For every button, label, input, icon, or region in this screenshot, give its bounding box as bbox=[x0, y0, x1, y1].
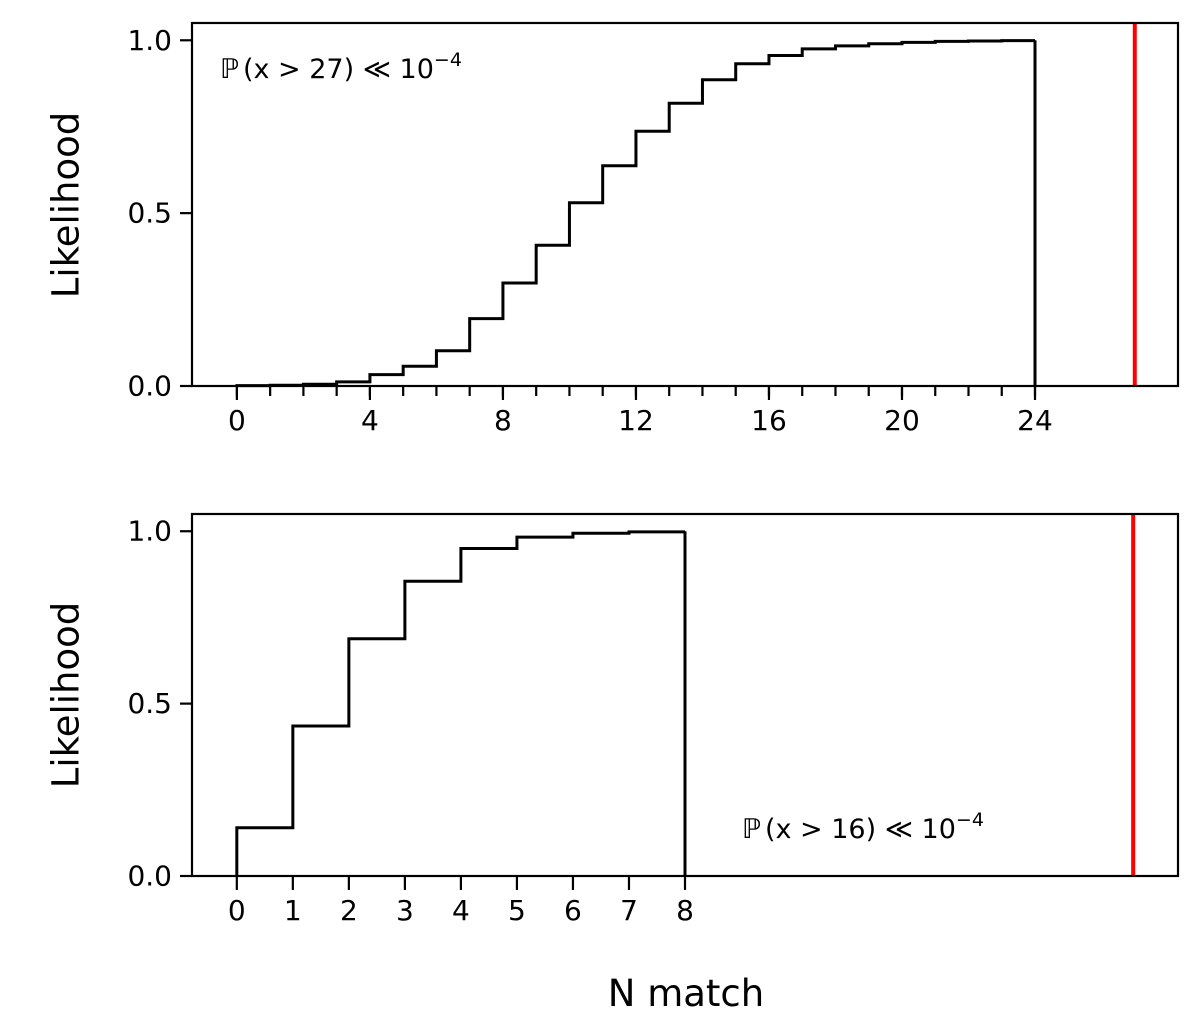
bottom-annotation-body: (x > 16) ≪ 10 bbox=[765, 814, 956, 845]
top-x-tick-label: 16 bbox=[751, 404, 787, 437]
bottom-axes-frame bbox=[190, 512, 1180, 878]
top-y-tick-label: 1.0 bbox=[127, 24, 172, 57]
top-y-tick-label: 0.0 bbox=[127, 370, 172, 403]
bottom-x-tick-label: 5 bbox=[508, 894, 526, 927]
top-cumulative-step-line bbox=[235, 39, 1037, 388]
bottom-y-tick-label: 1.0 bbox=[127, 515, 172, 548]
top-x-tick-label: 24 bbox=[1017, 404, 1053, 437]
bottom-x-tick-label: 0 bbox=[228, 894, 246, 927]
top-x-tick-label: 8 bbox=[494, 404, 512, 437]
top-x-tick-label: 4 bbox=[361, 404, 379, 437]
bottom-tick-layer: 0.0 0.5 1.0 0 1 2 3 4 5 6 7 8 bbox=[127, 515, 693, 927]
top-x-tick-label: 12 bbox=[618, 404, 654, 437]
x-axis-title: N match bbox=[608, 972, 764, 1015]
bottom-x-tick-label: 7 bbox=[620, 894, 638, 927]
bottom-x-tick-label: 2 bbox=[340, 894, 358, 927]
bottom-x-tick-label: 8 bbox=[676, 894, 694, 927]
top-axes-frame bbox=[190, 21, 1180, 388]
top-probability-annotation: ℙ (x > 27) ≪ 10−4 bbox=[220, 49, 462, 85]
bottom-annotation-prefix: ℙ bbox=[742, 814, 761, 845]
top-panel: Likelihood 0.0 0.5 1.0 0 4 8 12 16 20 24 ℙ (x > 27… bbox=[45, 21, 1180, 437]
bottom-x-tick-label: 4 bbox=[452, 894, 470, 927]
bottom-x-tick-label: 1 bbox=[284, 894, 302, 927]
top-annotation-exponent: −4 bbox=[434, 49, 462, 71]
top-annotation-body: (x > 27) ≪ 10 bbox=[243, 54, 434, 85]
bottom-plot-layer bbox=[235, 514, 1136, 876]
top-annotation-prefix: ℙ bbox=[220, 54, 239, 85]
top-y-axis-title: Likelihood bbox=[45, 112, 88, 299]
bottom-y-tick-label: 0.5 bbox=[127, 687, 172, 720]
top-x-tick-label: 0 bbox=[228, 404, 246, 437]
bottom-x-tick-label: 6 bbox=[564, 894, 582, 927]
bottom-probability-annotation: ℙ (x > 16) ≪ 10−4 bbox=[742, 809, 984, 845]
bottom-annotation-exponent: −4 bbox=[956, 809, 984, 831]
top-tick-layer: 0.0 0.5 1.0 0 4 8 12 16 20 24 bbox=[127, 24, 1052, 437]
top-x-tick-label: 20 bbox=[884, 404, 920, 437]
bottom-cumulative-step-line bbox=[235, 530, 687, 876]
bottom-panel: Likelihood 0.0 0.5 1.0 0 1 2 3 4 5 6 7 8 ℙ (x > 16) … bbox=[45, 512, 1180, 1015]
bottom-y-axis-title: Likelihood bbox=[45, 602, 88, 789]
top-plot-layer bbox=[235, 23, 1137, 388]
bottom-y-tick-label: 0.0 bbox=[127, 860, 172, 893]
top-y-tick-label: 0.5 bbox=[127, 197, 172, 230]
bottom-x-tick-label: 3 bbox=[396, 894, 414, 927]
